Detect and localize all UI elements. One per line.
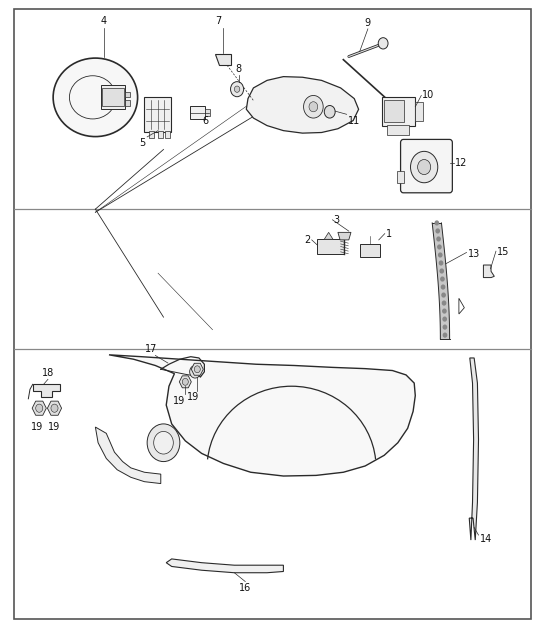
Text: 15: 15 [497,247,510,257]
Text: 9: 9 [365,18,371,28]
Circle shape [231,82,244,97]
Text: 11: 11 [348,116,360,126]
Polygon shape [215,54,231,65]
Bar [397,171,404,183]
Text: 18: 18 [42,368,54,378]
Bar [125,92,130,97]
Text: 16: 16 [239,583,251,593]
Polygon shape [166,559,283,573]
Polygon shape [32,401,46,415]
Polygon shape [324,232,333,239]
Bar [360,244,380,257]
Polygon shape [191,363,203,376]
Text: 8: 8 [235,64,242,74]
Polygon shape [338,232,351,240]
Circle shape [441,285,445,289]
Circle shape [35,404,43,412]
Circle shape [436,229,439,233]
Circle shape [441,277,444,281]
Text: 17: 17 [146,344,158,354]
Bar [415,102,423,121]
Polygon shape [459,298,464,314]
Text: 19: 19 [173,396,185,406]
Text: 6: 6 [202,116,208,126]
Text: 14: 14 [480,534,492,544]
Circle shape [443,309,446,313]
Circle shape [147,424,180,462]
Polygon shape [47,401,62,415]
Circle shape [438,245,441,249]
Polygon shape [483,265,494,278]
Circle shape [439,261,443,265]
Ellipse shape [53,58,138,137]
Circle shape [154,431,173,454]
Polygon shape [109,355,415,476]
Text: 2: 2 [305,235,311,245]
Bar [149,131,154,138]
Bar [125,100,130,106]
Polygon shape [33,384,60,397]
Circle shape [324,106,335,118]
Bar [387,125,409,135]
Circle shape [234,86,240,92]
Bar [102,88,124,106]
Polygon shape [95,427,161,484]
Bar [384,100,404,122]
Bar [317,239,344,254]
Text: 7: 7 [215,16,221,26]
Circle shape [194,365,201,373]
Circle shape [417,160,431,175]
Polygon shape [432,223,450,339]
Bar [165,131,170,138]
Text: 13: 13 [468,249,480,259]
Bar [101,85,125,109]
Circle shape [435,221,439,225]
Circle shape [443,301,446,305]
Text: 1: 1 [386,229,392,239]
Circle shape [437,237,440,241]
Text: 19: 19 [49,422,60,432]
Circle shape [378,38,388,49]
FancyBboxPatch shape [401,139,452,193]
Circle shape [304,95,323,118]
Polygon shape [179,376,191,388]
Circle shape [440,269,444,273]
Bar [190,106,205,119]
Text: 4: 4 [100,16,107,26]
Circle shape [309,102,318,112]
Circle shape [410,151,438,183]
Bar [144,97,171,132]
Polygon shape [469,358,479,540]
Text: 3: 3 [334,215,340,225]
Bar [205,109,210,116]
Circle shape [190,365,201,378]
Text: 19: 19 [187,392,199,402]
Circle shape [439,253,442,257]
Circle shape [442,293,445,297]
Text: 5: 5 [140,138,146,148]
Circle shape [51,404,58,412]
Circle shape [443,333,446,337]
Bar [158,131,163,138]
Circle shape [443,325,446,329]
Text: 12: 12 [455,158,468,168]
Text: 19: 19 [31,422,43,432]
Circle shape [182,378,189,385]
Circle shape [443,317,446,321]
Text: 10: 10 [422,90,434,100]
Bar [382,97,415,126]
Polygon shape [246,77,359,133]
